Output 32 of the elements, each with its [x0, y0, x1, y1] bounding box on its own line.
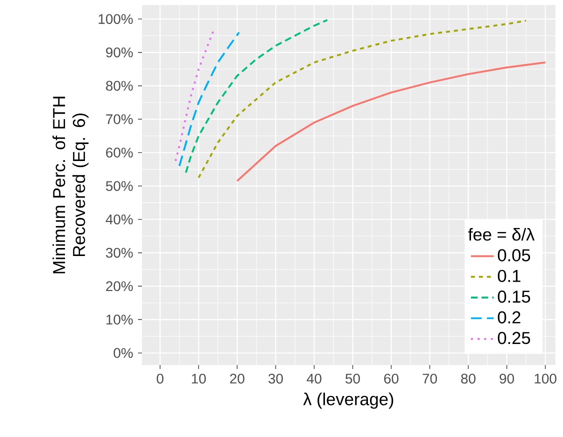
x-tick-label: 70 — [422, 374, 437, 384]
line-series — [236, 62, 546, 182]
x-tick-label: 100 — [534, 374, 556, 384]
y-tick-label: 10% — [106, 314, 133, 325]
y-tick-label: 100% — [98, 14, 133, 24]
x-tick-label: 10 — [192, 374, 206, 384]
y-axis-title: Minimum Perc. of ETH Recovered (Eq. 6) — [52, 96, 89, 274]
y-tick-label: 50% — [106, 181, 133, 191]
y-tick-label: 0% — [114, 348, 133, 358]
y-tick-label: 60% — [106, 148, 133, 158]
legend-label: 0.25 — [498, 332, 530, 344]
legend-label: 0.05 — [498, 249, 530, 262]
legend-label: 0.2 — [498, 311, 520, 324]
line-series — [184, 19, 328, 174]
y-tick-label: 70% — [106, 114, 133, 124]
x-tick-label: 20 — [230, 374, 244, 384]
legend-label: 0.1 — [498, 270, 520, 282]
legend-label: 0.15 — [498, 290, 530, 303]
x-tick-label: 0 — [156, 374, 164, 384]
y-tick-label: 90% — [106, 47, 133, 58]
legend-title: fee = δ/λ — [468, 228, 535, 241]
x-tick-label: 50 — [346, 374, 360, 384]
x-tick-label: 80 — [461, 374, 476, 384]
x-tick-label: 60 — [384, 374, 398, 384]
x-tick-label: 40 — [306, 374, 322, 384]
x-axis-title: λ (leverage) — [303, 392, 394, 409]
y-tick-label: 20% — [106, 281, 133, 292]
x-tick-label: 30 — [268, 374, 283, 384]
y-tick-label: 40% — [106, 214, 133, 224]
y-tick-label: 80% — [106, 80, 133, 91]
y-tick-label: 30% — [106, 248, 133, 258]
x-tick-label: 90 — [500, 374, 514, 384]
